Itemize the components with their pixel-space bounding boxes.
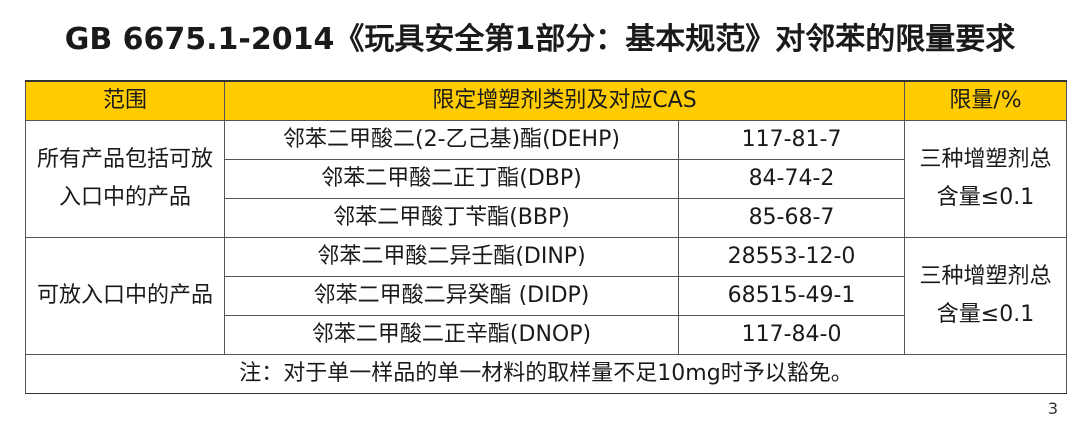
page-number: 3: [1047, 399, 1058, 418]
page-title: GB 6675.1-2014《玩具安全第1部分：基本规范》对邻苯的限量要求: [64, 22, 1016, 57]
phthalate-limit-table: 范围 限定增塑剂类别及对应CAS 限量/% 所有产品包括可放入口中的产品 邻苯二…: [24, 80, 1068, 394]
table-row: 可放入口中的产品 邻苯二甲酸二异壬酯(DINP) 28553-12-0 三种增塑…: [25, 237, 1068, 355]
cas-number: 117-81-7: [677, 120, 906, 160]
substance-name: 邻苯二甲酸二异癸酯 (DIDP): [224, 276, 679, 316]
table-note: 注：对于单一样品的单一材料的取样量不足10mg时予以豁免。: [24, 354, 1068, 394]
substance-name: 邻苯二甲酸二正辛酯(DNOP): [224, 315, 679, 355]
substance-name: 邻苯二甲酸二(2-乙己基)酯(DEHP): [224, 120, 679, 160]
substance-name: 邻苯二甲酸二正丁酯(DBP): [224, 159, 679, 199]
table-row: 所有产品包括可放入口中的产品 邻苯二甲酸二(2-乙己基)酯(DEHP) 117-…: [25, 120, 1068, 238]
cas-number: 85-68-7: [677, 198, 906, 238]
limit-cell: 三种增塑剂总含量≤0.1: [904, 120, 1068, 238]
header-limit: 限量/%: [904, 80, 1068, 121]
limit-cell: 三种增塑剂总含量≤0.1: [904, 237, 1068, 355]
scope-cell: 所有产品包括可放入口中的产品: [25, 120, 225, 238]
cas-number: 84-74-2: [677, 159, 906, 199]
table-row: 邻苯二甲酸二正丁酯(DBP) 84-74-2: [26, 159, 1067, 199]
substance-name: 邻苯二甲酸丁苄酯(BBP): [224, 198, 679, 238]
note-row: 注：对于单一样品的单一材料的取样量不足10mg时予以豁免。: [24, 354, 1068, 394]
table-header-row: 范围 限定增塑剂类别及对应CAS 限量/%: [25, 80, 1068, 121]
substance-name: 邻苯二甲酸二异壬酯(DINP): [224, 237, 679, 277]
header-substance-cas: 限定增塑剂类别及对应CAS: [223, 80, 906, 121]
cas-number: 117-84-0: [677, 315, 906, 355]
cas-number: 68515-49-1: [677, 276, 906, 316]
cas-number: 28553-12-0: [677, 237, 906, 277]
header-scope: 范围: [25, 80, 225, 121]
scope-cell: 可放入口中的产品: [25, 237, 225, 355]
